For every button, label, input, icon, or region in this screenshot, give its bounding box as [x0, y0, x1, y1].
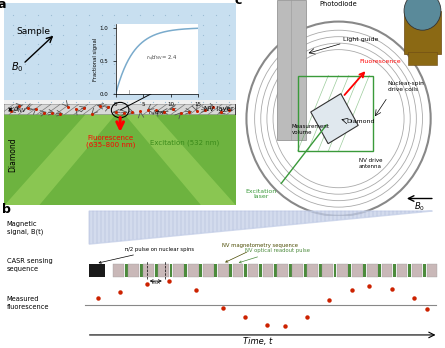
- Bar: [247, 264, 258, 277]
- Bar: [348, 264, 351, 277]
- Bar: [4, 114, 236, 205]
- Bar: [292, 264, 303, 277]
- Bar: [188, 264, 198, 277]
- Bar: [229, 264, 232, 277]
- Bar: [4, 104, 236, 114]
- Bar: [289, 264, 291, 277]
- Text: Measurement
volume: Measurement volume: [291, 124, 329, 135]
- Bar: [125, 264, 128, 277]
- Bar: [203, 264, 214, 277]
- Bar: [244, 264, 247, 277]
- Bar: [155, 264, 158, 277]
- Bar: [143, 264, 154, 277]
- Text: $r_s/d_\mathrm{NV}=2.4$: $r_s/d_\mathrm{NV}=2.4$: [146, 54, 177, 62]
- Bar: [303, 264, 307, 277]
- Bar: [378, 264, 381, 277]
- Bar: [263, 264, 273, 277]
- X-axis label: $r_s/d_\mathrm{NV}$: $r_s/d_\mathrm{NV}$: [148, 108, 166, 117]
- Bar: [214, 264, 217, 277]
- Bar: [367, 264, 377, 277]
- Text: π/2 pulse on nuclear spins: π/2 pulse on nuclear spins: [99, 247, 194, 263]
- Bar: [408, 52, 437, 65]
- Text: Excitation
laser: Excitation laser: [245, 189, 276, 199]
- Text: Nuclear-spin
drive coils: Nuclear-spin drive coils: [388, 81, 425, 92]
- Text: Light guide: Light guide: [343, 37, 378, 42]
- Text: $r_s$: $r_s$: [141, 86, 150, 97]
- Text: b: b: [2, 203, 11, 216]
- Bar: [396, 264, 407, 277]
- Text: $d_\mathrm{NV}$: $d_\mathrm{NV}$: [12, 105, 26, 115]
- Bar: [408, 264, 411, 277]
- Bar: [393, 264, 396, 277]
- Bar: [382, 264, 392, 277]
- Polygon shape: [4, 114, 116, 205]
- Bar: [89, 264, 105, 277]
- Bar: [4, 3, 236, 109]
- Bar: [404, 11, 441, 54]
- Text: Diamond: Diamond: [347, 119, 375, 124]
- Bar: [333, 264, 336, 277]
- Bar: [412, 264, 422, 277]
- Text: Diamond: Diamond: [8, 137, 17, 172]
- Bar: [277, 264, 288, 277]
- Bar: [199, 264, 202, 277]
- Polygon shape: [311, 94, 358, 144]
- Bar: [233, 264, 243, 277]
- Bar: [352, 264, 363, 277]
- Text: NV drive
antenna: NV drive antenna: [359, 158, 383, 169]
- Text: $B_0$: $B_0$: [414, 200, 425, 213]
- Text: Measured
fluorescence: Measured fluorescence: [7, 296, 49, 310]
- Bar: [322, 264, 333, 277]
- Bar: [363, 264, 366, 277]
- Circle shape: [404, 0, 441, 30]
- Bar: [319, 264, 321, 277]
- Polygon shape: [277, 0, 306, 140]
- Bar: [218, 264, 228, 277]
- Bar: [129, 264, 139, 277]
- Bar: [140, 264, 143, 277]
- Bar: [426, 264, 437, 277]
- Text: NV optical readout pulse: NV optical readout pulse: [239, 248, 310, 263]
- Text: Sample: Sample: [16, 27, 50, 36]
- Bar: [337, 264, 348, 277]
- Text: $\tau_\mathrm{SR}$: $\tau_\mathrm{SR}$: [150, 279, 162, 287]
- Text: Fluorescence
(635–800 nm): Fluorescence (635–800 nm): [86, 135, 136, 148]
- Bar: [307, 264, 318, 277]
- Text: c: c: [234, 0, 242, 7]
- Bar: [4, 100, 236, 205]
- Y-axis label: Fractional signal: Fractional signal: [93, 38, 98, 81]
- Polygon shape: [125, 114, 236, 205]
- Bar: [170, 264, 172, 277]
- Bar: [158, 264, 169, 277]
- Text: NV magnetometry sequence: NV magnetometry sequence: [222, 243, 299, 262]
- Bar: [173, 264, 184, 277]
- Bar: [113, 264, 124, 277]
- Text: Photodiode: Photodiode: [320, 1, 357, 7]
- Bar: [274, 264, 277, 277]
- Text: NV layer: NV layer: [204, 106, 234, 112]
- Text: Time, t: Time, t: [243, 337, 273, 346]
- Bar: [259, 264, 262, 277]
- Text: a: a: [0, 0, 6, 10]
- Text: Magnetic
signal, B(t): Magnetic signal, B(t): [7, 221, 43, 235]
- Text: Excitation (532 nm): Excitation (532 nm): [150, 140, 219, 146]
- Text: CASR sensing
sequence: CASR sensing sequence: [7, 258, 53, 272]
- Bar: [184, 264, 187, 277]
- Text: Fluorescence: Fluorescence: [359, 58, 400, 64]
- Bar: [423, 264, 426, 277]
- Text: $B_0$: $B_0$: [12, 60, 24, 74]
